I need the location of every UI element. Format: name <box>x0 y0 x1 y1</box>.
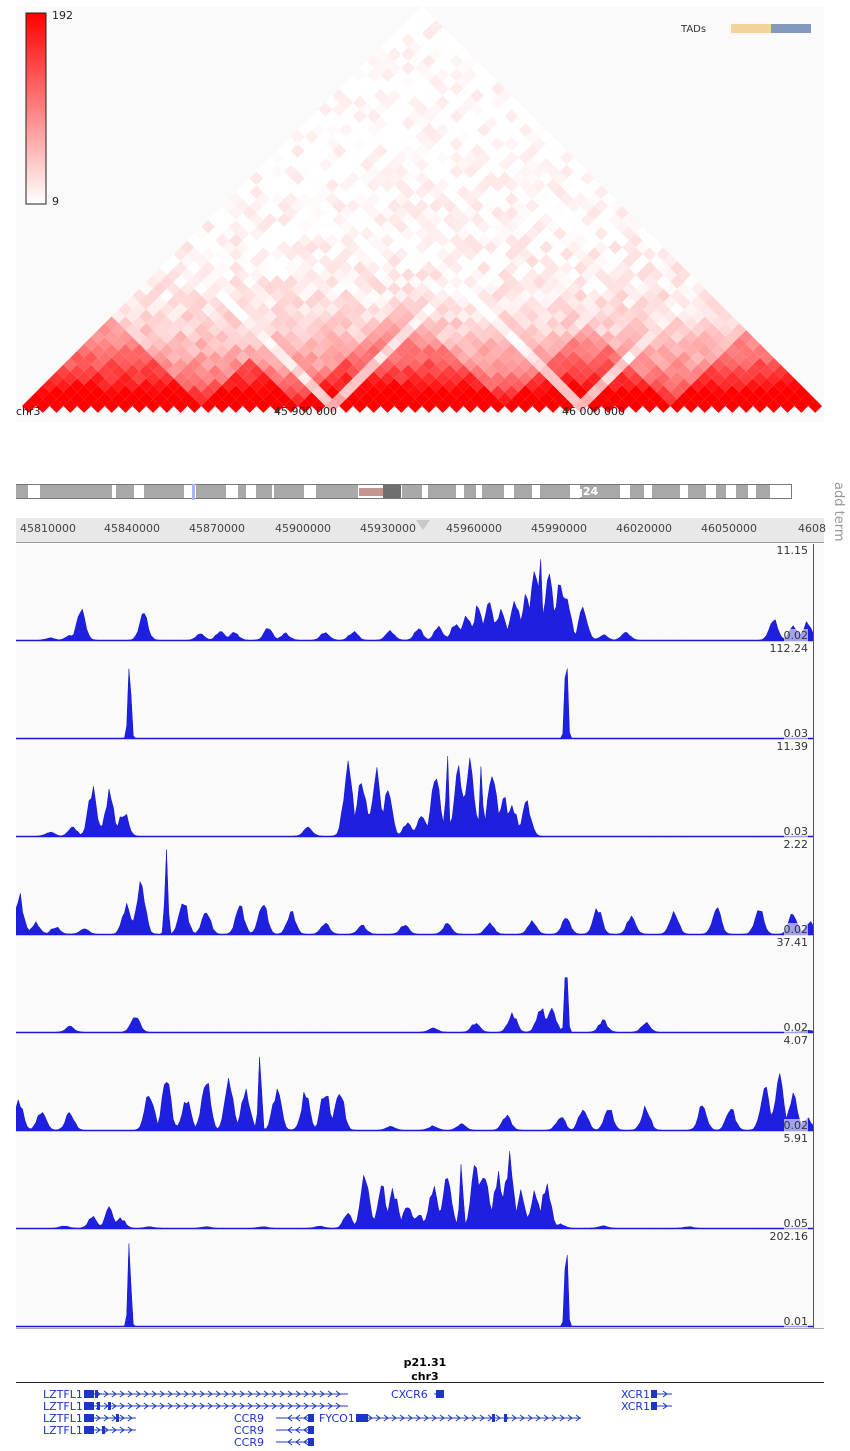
tad-bar <box>771 24 811 33</box>
gene-label[interactable]: CCR9 <box>234 1424 265 1437</box>
ideogram-band-label: q24 <box>575 485 599 498</box>
signal-track[interactable]: 5.91 0.05 <box>16 1132 824 1231</box>
track-min-label: 0.05 <box>783 1217 808 1230</box>
colorbar <box>25 12 47 205</box>
hic-heatmap <box>22 6 822 413</box>
gene-models <box>84 1390 672 1446</box>
track-min-label: 0.01 <box>783 1315 808 1328</box>
tads-label: TADs <box>681 24 707 35</box>
track-min-label: 0.03 <box>783 727 808 740</box>
hic-chrom-label: chr3 <box>16 405 41 418</box>
ruler-tick-label: 45930000 <box>360 522 416 535</box>
ruler-tick-label: 45840000 <box>104 522 160 535</box>
signal-area <box>16 1243 814 1328</box>
track-axis <box>813 1132 814 1230</box>
add-term-button[interactable]: add term <box>831 482 846 542</box>
signal-track[interactable]: 112.24 0.03 <box>16 642 824 741</box>
gene-label[interactable]: LZTFL1 <box>43 1412 83 1425</box>
chromosome-ideogram[interactable] <box>16 484 792 500</box>
tad-bar <box>731 24 771 33</box>
signal-area <box>16 977 814 1034</box>
track-axis <box>813 740 814 838</box>
track-min-label: 0.02 <box>783 629 808 642</box>
ruler-tick-label: 4608 <box>798 522 826 535</box>
track-max-label: 202.16 <box>769 1230 808 1243</box>
ruler-tick-label: 45870000 <box>189 522 245 535</box>
signal-area <box>16 1151 814 1230</box>
ruler-tick-label: 45990000 <box>531 522 587 535</box>
ruler-tick-label: 46050000 <box>701 522 757 535</box>
track-min-label: 0.03 <box>783 825 808 838</box>
track-min-label: 0.02 <box>783 923 808 936</box>
colorbar-max-label: 192 <box>52 9 73 22</box>
coordinate-ruler[interactable]: 45810000 45840000 45870000 45900000 45930000… <box>16 518 826 543</box>
track-min-label: 0.02 <box>783 1119 808 1132</box>
signal-area <box>16 1057 814 1132</box>
signal-area <box>16 849 814 936</box>
ruler-tick-label: 45960000 <box>446 522 502 535</box>
hic-axis-label-1: 45 900 000 <box>274 405 337 418</box>
track-axis <box>813 544 814 642</box>
track-axis <box>813 1230 814 1328</box>
signal-area <box>16 668 814 740</box>
track-max-label: 5.91 <box>783 1132 808 1145</box>
signal-track[interactable]: 2.22 0.02 <box>16 838 824 937</box>
track-max-label: 11.15 <box>776 544 808 557</box>
signal-area <box>16 559 814 642</box>
track-axis <box>813 1034 814 1132</box>
signal-track[interactable]: 4.07 0.02 <box>16 1034 824 1133</box>
track-max-label: 112.24 <box>769 642 808 655</box>
gene-label[interactable]: LZTFL1 <box>43 1388 83 1401</box>
track-axis <box>813 642 814 740</box>
ruler-tick-label: 46020000 <box>616 522 672 535</box>
ruler-marker-icon[interactable] <box>416 520 430 530</box>
gene-annotation-track[interactable]: LZTFL1 LZTFL1 LZTFL1 LZTFL1 CCR9 CCR9 CCR9 CXCR… <box>16 1382 824 1449</box>
track-axis <box>813 838 814 936</box>
signal-track[interactable]: 37.41 0.02 <box>16 936 824 1035</box>
hic-heatmap-panel: 192 9 TADs chr3 45 900 000 46 000 000 <box>16 6 824 422</box>
track-max-label: 2.22 <box>783 838 808 851</box>
hic-axis-label-2: 46 000 000 <box>562 405 625 418</box>
gene-label[interactable]: CCR9 <box>234 1412 265 1425</box>
signal-track[interactable]: 11.15 0.02 <box>16 544 824 643</box>
ruler-tick-label: 45900000 <box>275 522 331 535</box>
cytoband-label: p21.31 <box>403 1356 447 1369</box>
chromosome-label: chr3 <box>411 1370 439 1383</box>
gene-label[interactable]: CCR9 <box>234 1436 265 1449</box>
signal-track[interactable]: 11.39 0.03 <box>16 740 824 839</box>
signal-track[interactable]: 202.16 0.01 <box>16 1230 824 1329</box>
gene-label[interactable]: XCR1 <box>621 1388 651 1401</box>
track-max-label: 4.07 <box>783 1034 808 1047</box>
gene-label[interactable]: LZTFL1 <box>43 1424 83 1437</box>
gene-label[interactable]: LZTFL1 <box>43 1400 83 1413</box>
gene-label[interactable]: FYCO1 <box>319 1412 355 1425</box>
track-min-label: 0.02 <box>783 1021 808 1034</box>
gene-label[interactable]: CXCR6 <box>391 1388 428 1401</box>
ruler-tick-label: 45810000 <box>20 522 76 535</box>
track-max-label: 37.41 <box>776 936 808 949</box>
track-max-label: 11.39 <box>776 740 808 753</box>
signal-area <box>16 755 814 838</box>
gene-label[interactable]: XCR1 <box>621 1400 651 1413</box>
track-axis <box>813 936 814 1034</box>
colorbar-min-label: 9 <box>52 195 59 208</box>
